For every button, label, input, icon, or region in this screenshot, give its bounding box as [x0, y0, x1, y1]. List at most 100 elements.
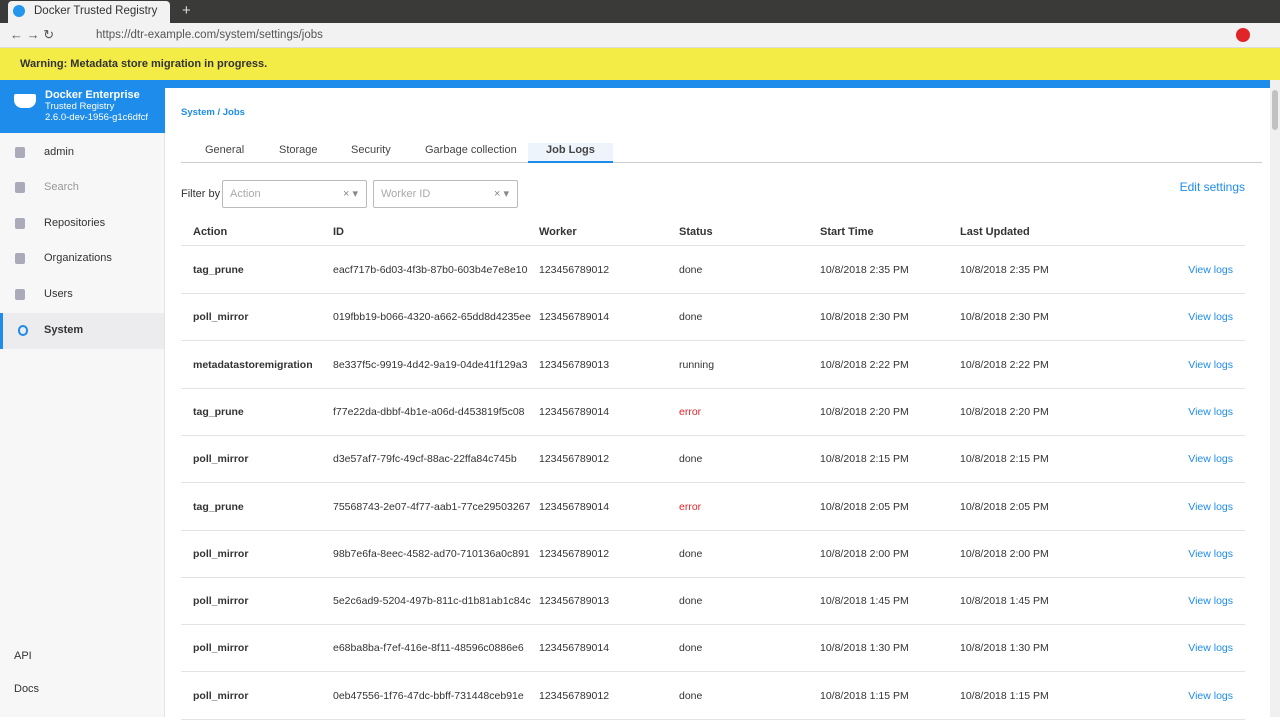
cell-last-updated: 10/8/2018 2:22 PM	[960, 358, 1049, 371]
view-logs[interactable]: View logs	[1188, 500, 1233, 513]
cell-action: poll_mirror	[193, 642, 249, 655]
cell-status: done	[679, 595, 703, 608]
view-logs[interactable]: View logs	[1188, 311, 1233, 324]
tab[interactable]: Garbage collection	[425, 144, 517, 156]
nav-item[interactable]: Repositories	[0, 206, 164, 242]
worker-filter[interactable]: Worker ID × ▾	[373, 180, 518, 208]
main: System / Jobs General Storage Security Garb…	[165, 80, 1270, 720]
cell-status: done	[679, 547, 703, 560]
row-line	[181, 340, 1245, 342]
tab[interactable]: Job Logs	[528, 143, 613, 163]
cell-last-updated: 10/8/2018 2:20 PM	[960, 405, 1049, 418]
cell-status: done	[679, 311, 703, 324]
nav-item[interactable]: Search	[0, 170, 164, 206]
breadcrumb-sep: /	[217, 107, 221, 118]
cell-id: 019fbb19-b066-4320-a662-65dd8d4235ee	[333, 311, 531, 324]
sidebar: Docker Enterprise Trusted Registry 2.6.0…	[0, 80, 165, 717]
cell-last-updated: 10/8/2018 1:45 PM	[960, 595, 1049, 608]
row-line	[181, 624, 1245, 626]
browser-tab[interactable]: Docker Trusted Registry	[8, 1, 170, 23]
nav-item[interactable]: System	[0, 313, 164, 349]
nav-buttons[interactable]: ← → ↻	[10, 27, 55, 42]
cell-id: d3e57af7-79fc-49cf-88ac-22ffa84c745b	[333, 453, 517, 466]
scroll-thumb[interactable]	[1272, 90, 1278, 130]
nav-label: Search	[44, 181, 79, 193]
cell-worker: 123456789012	[539, 453, 610, 466]
view-logs[interactable]: View logs	[1188, 547, 1233, 560]
edit-settings[interactable]: Edit settings	[1179, 180, 1245, 194]
action-filter[interactable]: Action × ▾	[222, 180, 367, 208]
cell-id: e68ba8ba-f7ef-416e-8f11-48596c0886e6	[333, 642, 524, 655]
brand-product: Trusted Registry	[45, 101, 115, 112]
nav-icon	[15, 253, 25, 264]
row-line	[181, 482, 1245, 484]
cell-last-updated: 10/8/2018 2:05 PM	[960, 500, 1049, 513]
nav-icon	[15, 182, 25, 193]
nav-label: admin	[44, 146, 74, 158]
cell-action: poll_mirror	[193, 595, 249, 608]
cell-action: poll_mirror	[193, 311, 249, 324]
footer-link[interactable]: API	[14, 650, 32, 662]
nav-item[interactable]: admin	[0, 135, 164, 171]
row-line	[181, 529, 1245, 531]
cell-worker: 123456789014	[539, 500, 610, 513]
view-logs[interactable]: View logs	[1188, 358, 1233, 371]
breadcrumb: System / Jobs	[181, 107, 245, 118]
nav-label: System	[44, 324, 84, 336]
column-header: Start Time	[820, 226, 874, 238]
cell-status: running	[679, 358, 715, 371]
tabs-line	[181, 162, 1262, 163]
brand: Docker Enterprise Trusted Registry 2.6.0…	[0, 80, 165, 133]
cell-start-time: 10/8/2018 2:15 PM	[820, 453, 909, 466]
column-header: ID	[333, 226, 344, 238]
breadcrumb-link[interactable]: System	[181, 107, 215, 118]
top-line	[165, 80, 1270, 88]
view-logs[interactable]: View logs	[1188, 689, 1233, 702]
new-tab[interactable]: +	[182, 2, 191, 19]
view-logs[interactable]: View logs	[1188, 405, 1233, 418]
tab-bar: Docker Trusted Registry +	[0, 0, 1280, 23]
breadcrumb-current: Jobs	[222, 107, 245, 118]
placeholder: Action	[230, 188, 261, 200]
cell-action: poll_mirror	[193, 453, 249, 466]
cell-last-updated: 10/8/2018 2:15 PM	[960, 453, 1049, 466]
view-logs[interactable]: View logs	[1188, 595, 1233, 608]
nav-label: Users	[44, 288, 73, 300]
column-header: Last Updated	[960, 226, 1030, 238]
cell-worker: 123456789014	[539, 311, 610, 324]
cell-worker: 123456789012	[539, 689, 610, 702]
profile[interactable]	[1236, 28, 1250, 42]
cell-id: f77e22da-dbbf-4b1e-a06d-d453819f5c08	[333, 405, 525, 418]
nav-item[interactable]: Users	[0, 277, 164, 313]
tab[interactable]: General	[205, 144, 245, 156]
scrollbar[interactable]	[1270, 80, 1280, 717]
tab[interactable]: Security	[351, 144, 391, 156]
url[interactable]: https://dtr-example.com/system/settings/…	[96, 29, 323, 41]
address-bar: ← → ↻ https://dtr-example.com/system/set…	[0, 23, 1280, 48]
favicon	[13, 5, 25, 17]
cell-start-time: 10/8/2018 2:00 PM	[820, 547, 909, 560]
nav-item[interactable]: Organizations	[0, 241, 164, 277]
column-header: Worker	[539, 226, 577, 238]
tab[interactable]: Storage	[279, 144, 318, 156]
row-line	[181, 245, 1245, 246]
column-header: Status	[679, 226, 713, 238]
cell-worker: 123456789013	[539, 595, 610, 608]
cell-start-time: 10/8/2018 2:35 PM	[820, 264, 909, 276]
view-logs[interactable]: View logs	[1188, 453, 1233, 466]
nav-icon	[18, 325, 28, 336]
brand-version: 2.6.0-dev-1956-g1c6dfcf	[45, 112, 148, 123]
column-header: Action	[193, 226, 228, 238]
footer-link[interactable]: Docs	[14, 683, 40, 695]
cell-last-updated: 10/8/2018 2:30 PM	[960, 311, 1049, 324]
view-logs[interactable]: View logs	[1188, 264, 1233, 276]
cell-action: poll_mirror	[193, 547, 249, 560]
cell-last-updated: 10/8/2018 2:35 PM	[960, 264, 1049, 276]
cell-id: 75568743-2e07-4f77-aab1-77ce29503267	[333, 500, 531, 513]
cell-status: done	[679, 689, 703, 702]
cell-worker: 123456789014	[539, 642, 610, 655]
view-logs[interactable]: View logs	[1188, 642, 1233, 655]
cell-id: 0eb47556-1f76-47dc-bbff-731448ceb91e	[333, 689, 524, 702]
nav-icon	[15, 147, 25, 158]
